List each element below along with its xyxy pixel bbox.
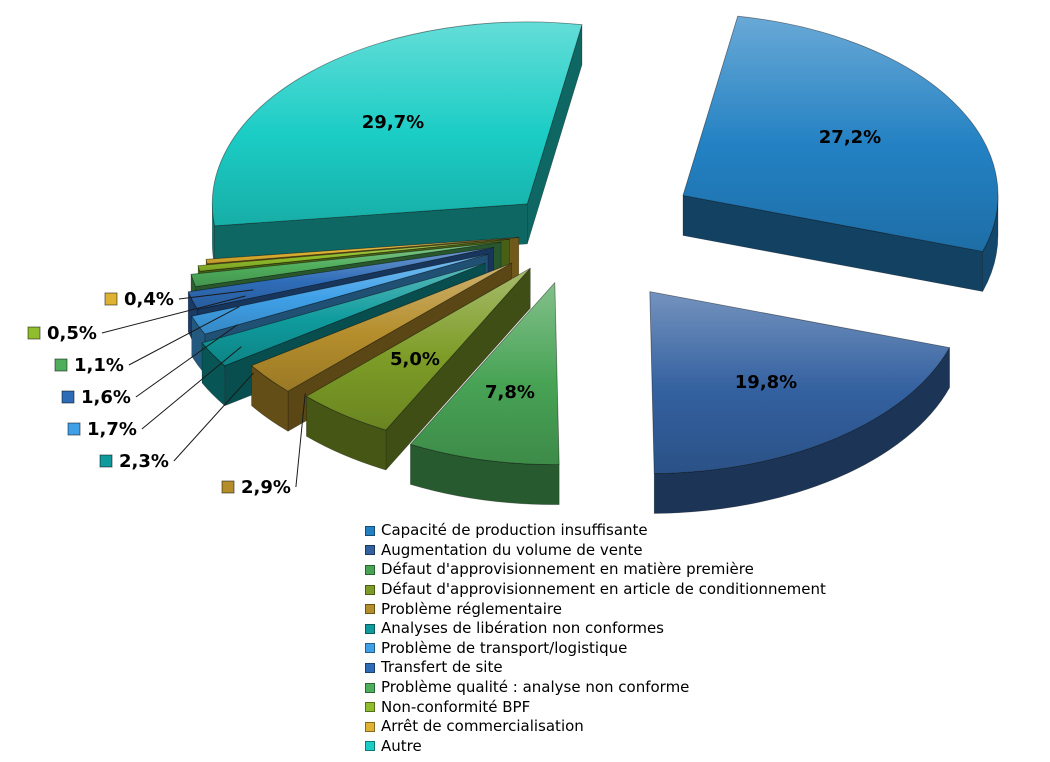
slice-top-face xyxy=(205,237,520,265)
data-label: 2,3% xyxy=(119,451,169,472)
pie-slice-3[interactable] xyxy=(410,282,560,505)
data-label-key-icon xyxy=(221,480,235,494)
leader-line xyxy=(295,393,306,488)
data-label-key-icon xyxy=(99,454,113,468)
data-label-key-icon xyxy=(67,422,81,436)
legend-item-label: Problème qualité : analyse non conforme xyxy=(381,678,690,697)
legend-item[interactable]: Non-conformité BPF xyxy=(365,697,826,717)
legend-item-label: Non-conformité BPF xyxy=(381,697,531,716)
legend-item-label: Capacité de production insuffisante xyxy=(381,521,648,540)
slice-top-face xyxy=(197,238,511,272)
legend-item-label: Défaut d'approvisionnement en matière pr… xyxy=(381,560,754,579)
legend-swatch-icon xyxy=(365,682,375,693)
data-label: 7,8% xyxy=(485,382,535,403)
leader-line xyxy=(128,306,240,366)
data-label: 1,1% xyxy=(74,355,124,376)
pie-slice-2[interactable] xyxy=(649,291,950,514)
legend-item[interactable]: Autre xyxy=(365,737,826,757)
data-label-key-icon xyxy=(104,292,118,306)
legend-item[interactable]: Arrêt de commercialisation xyxy=(365,717,826,737)
pie-slice-12[interactable] xyxy=(211,21,583,267)
legend-swatch-icon xyxy=(365,545,375,556)
legend-item[interactable]: Analyses de libération non conformes xyxy=(365,619,826,639)
legend-item[interactable]: Défaut d'approvisionnement en matière pr… xyxy=(365,560,826,580)
slice-top-face xyxy=(191,253,489,335)
legend-item-label: Augmentation du volume de vente xyxy=(381,540,643,559)
legend-item-label: Autre xyxy=(381,736,422,755)
legend-item-label: Transfert de site xyxy=(381,658,503,677)
legend-item[interactable]: Problème réglementaire xyxy=(365,599,826,619)
data-label: 19,8% xyxy=(735,372,797,393)
slice-top-face xyxy=(211,21,583,227)
legend-item-label: Défaut d'approvisionnement en article de… xyxy=(381,580,826,599)
legend-item[interactable]: Défaut d'approvisionnement en article de… xyxy=(365,580,826,600)
data-label: 29,7% xyxy=(362,112,424,133)
slice-top-face xyxy=(201,262,486,367)
legend-item-label: Arrêt de commercialisation xyxy=(381,717,584,736)
leader-line xyxy=(141,346,242,430)
leader-line xyxy=(101,295,246,334)
legend-swatch-icon xyxy=(365,643,375,654)
legend-item-label: Problème de transport/logistique xyxy=(381,638,628,657)
slice-top-face xyxy=(187,247,495,310)
data-label: 5,0% xyxy=(390,349,440,370)
data-label: 2,9% xyxy=(241,477,291,498)
legend-swatch-icon xyxy=(365,604,375,615)
legend-swatch-icon xyxy=(365,564,375,575)
legend-swatch-icon xyxy=(365,702,375,713)
legend-item-label: Problème réglementaire xyxy=(381,599,562,618)
legend-swatch-icon xyxy=(365,623,375,634)
data-label-key-icon xyxy=(27,326,41,340)
legend-swatch-icon xyxy=(365,525,375,536)
data-label: 0,5% xyxy=(47,323,97,344)
legend-item-label: Analyses de libération non conformes xyxy=(381,619,665,638)
slice-top-face xyxy=(682,15,999,252)
pie-slice-1[interactable] xyxy=(682,15,999,292)
slice-top-face xyxy=(410,282,560,466)
legend-swatch-icon xyxy=(365,741,375,752)
slice-top-face xyxy=(649,291,950,474)
legend-swatch-icon xyxy=(365,662,375,673)
legend-item[interactable]: Transfert de site xyxy=(365,658,826,678)
legend-item[interactable]: Problème qualité : analyse non conforme xyxy=(365,678,826,698)
legend-swatch-icon xyxy=(365,721,375,732)
data-label: 27,2% xyxy=(819,127,881,148)
slice-top-face xyxy=(306,267,531,431)
data-label: 0,4% xyxy=(124,289,174,310)
data-label-key-icon xyxy=(54,358,68,372)
data-label: 1,6% xyxy=(81,387,131,408)
data-label: 1,7% xyxy=(87,419,137,440)
legend-item[interactable]: Capacité de production insuffisante xyxy=(365,521,826,541)
slice-top-face xyxy=(190,241,502,287)
slice-top-face xyxy=(251,262,513,392)
data-label-key-icon xyxy=(61,390,75,404)
chart-legend: Capacité de production insuffisante Augme… xyxy=(365,521,826,756)
pie-slice-4[interactable] xyxy=(306,267,531,471)
legend-item[interactable]: Problème de transport/logistique xyxy=(365,639,826,659)
legend-item[interactable]: Augmentation du volume de vente xyxy=(365,541,826,561)
leader-line xyxy=(173,372,254,462)
legend-swatch-icon xyxy=(365,584,375,595)
data-labels: 27,2% 19,8% 7,8% 5,0% 2,9% 2,3% 1,7% 1,6% 1,1% 0,… xyxy=(27,112,881,498)
leader-line xyxy=(178,289,254,300)
leader-line xyxy=(135,324,238,398)
